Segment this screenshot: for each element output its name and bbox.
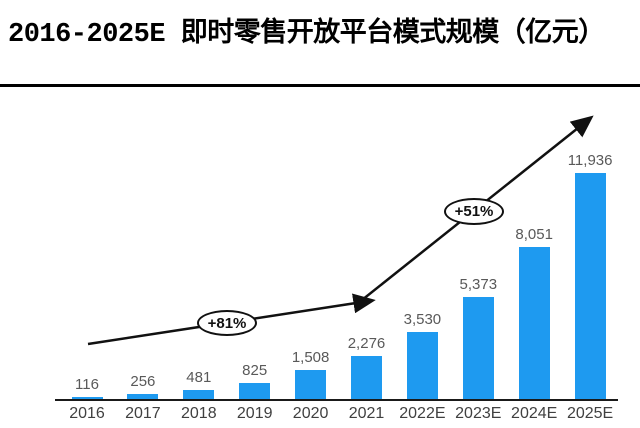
tick-label-2025E: 2025E — [566, 405, 614, 422]
bar-2022E — [406, 332, 438, 399]
tick-label-2020: 2020 — [292, 405, 329, 422]
tick-label-2021: 2021 — [348, 405, 385, 422]
bar-2024E — [518, 247, 550, 399]
x-axis-line — [55, 399, 618, 401]
title-divider — [0, 84, 640, 87]
value-label-2020: 1,508 — [291, 349, 330, 366]
tick-label-2023E: 2023E — [455, 405, 502, 422]
bar-2018 — [183, 390, 215, 399]
growth-badge-51: +51% — [444, 198, 504, 225]
tick-label-2024E: 2024E — [511, 405, 558, 422]
tick-label-2017: 2017 — [125, 405, 161, 422]
bar-2016 — [71, 397, 103, 399]
value-label-2024E: 8,051 — [515, 226, 553, 243]
tick-label-2022E: 2022E — [399, 405, 446, 422]
value-label-2025E: 11,936 — [567, 152, 613, 169]
value-label-2022E: 3,530 — [403, 311, 442, 328]
tick-label-2018: 2018 — [181, 405, 217, 422]
tick-label-2016: 2016 — [69, 405, 105, 422]
growth-badge-51-label: +51% — [454, 203, 494, 220]
tick-label-2019: 2019 — [236, 405, 273, 422]
bar-2019 — [239, 383, 271, 399]
bar-2017 — [127, 394, 159, 399]
value-label-2016: 116 — [75, 376, 99, 393]
bar-2021 — [351, 356, 382, 399]
value-label-2017: 256 — [130, 373, 156, 390]
value-label-2023E: 5,373 — [459, 276, 498, 293]
growth-badge-81-label: +81% — [207, 314, 247, 332]
chart-title: 2016-2025E 即时零售开放平台模式规模（亿元） — [8, 20, 605, 50]
value-label-2019: 825 — [242, 362, 268, 379]
bar-2023E — [462, 297, 494, 399]
value-label-2021: 2,276 — [347, 335, 386, 352]
growth-badge-81: +81% — [197, 310, 257, 336]
bar-2025E — [574, 173, 606, 399]
value-label-2018: 481 — [186, 369, 212, 386]
bar-2020 — [295, 370, 327, 399]
